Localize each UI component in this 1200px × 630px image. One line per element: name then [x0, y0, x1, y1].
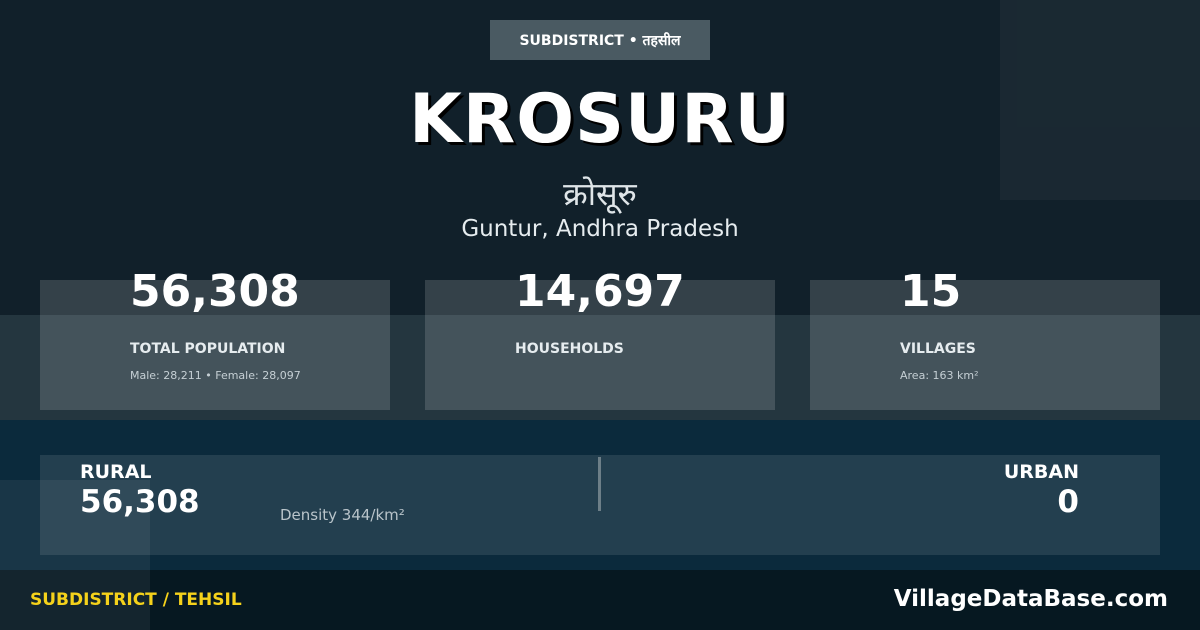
stat-label: HOUSEHOLDS	[515, 341, 624, 357]
density: Density 344/km²	[280, 506, 405, 524]
stat-card-population: 56,308 TOTAL POPULATION Male: 28,211 • F…	[40, 266, 390, 410]
stat-card-villages: 15 VILLAGES Area: 163 km²	[810, 266, 1160, 410]
type-badge: SUBDISTRICT • तहसील	[490, 20, 710, 60]
site-brand: VillageDataBase.com	[893, 586, 1168, 612]
rural-value: 56,308	[80, 484, 200, 520]
rural-label: RURAL	[80, 461, 152, 483]
decor-square	[0, 480, 150, 630]
stat-sub: Area: 163 km²	[900, 369, 979, 382]
stats-band	[0, 315, 1200, 420]
stat-card-households: 14,697 HOUSEHOLDS	[425, 266, 775, 410]
footer-category: SUBDISTRICT / TEHSIL	[30, 590, 242, 610]
title-hindi: क्रोसूरु	[563, 175, 637, 213]
urban-value: 0	[1057, 484, 1079, 520]
stat-label: VILLAGES	[900, 341, 976, 357]
stat-value: 15	[900, 266, 962, 317]
stat-label: TOTAL POPULATION	[130, 341, 286, 357]
location: Guntur, Andhra Pradesh	[461, 216, 739, 242]
decor-square	[1000, 0, 1200, 200]
stat-value: 56,308	[130, 266, 300, 317]
page-title: KROSURU	[409, 80, 791, 159]
stat-sub: Male: 28,211 • Female: 28,097	[130, 369, 301, 382]
divider	[598, 457, 601, 511]
urban-label: URBAN	[1003, 461, 1079, 483]
footer	[0, 570, 1200, 630]
stat-value: 14,697	[515, 266, 685, 317]
